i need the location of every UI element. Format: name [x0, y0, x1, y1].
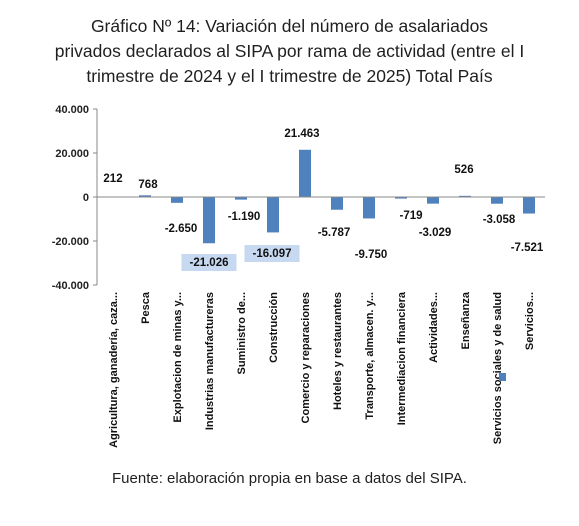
y-tick-label: -40.000 — [52, 280, 89, 292]
x-category-label: Hoteles y restaurantes — [332, 292, 344, 410]
x-category-label: Actividades... — [428, 292, 440, 363]
data-label: -5.787 — [318, 227, 351, 239]
chart-title: Gráfico Nº 14: Variación del número de a… — [0, 14, 579, 89]
data-label: -9.750 — [355, 249, 388, 261]
x-category-label: Enseñanza — [460, 291, 472, 349]
x-category-label: Servicios sociales y de salud — [492, 292, 504, 444]
data-label: -1.190 — [228, 211, 261, 223]
y-tick-label: 20.000 — [55, 148, 89, 160]
data-label: 212 — [103, 173, 122, 185]
data-label-highlight — [181, 254, 237, 271]
x-category-label: Pesca — [140, 291, 152, 324]
data-label: -3.029 — [419, 227, 452, 239]
y-tick-label: -20.000 — [52, 236, 89, 248]
chart-source: Fuente: elaboración propia en base a dat… — [112, 470, 467, 487]
data-label: 768 — [138, 179, 158, 191]
x-category-label: Suministro de... — [236, 292, 248, 375]
bar — [395, 197, 407, 199]
data-label: -3.058 — [483, 214, 516, 226]
bar — [235, 197, 247, 200]
data-label: -2.650 — [165, 223, 198, 235]
bar — [427, 197, 439, 204]
data-label: -719 — [399, 210, 422, 222]
chart-title-line-1: Gráfico Nº 14: Variación del número de a… — [90, 16, 489, 36]
bar — [491, 197, 503, 204]
x-category-label: Agricultura, ganadería, caza... — [108, 292, 120, 448]
bar-chart: -40.000 -20.000 0 20.000 40.000 212 768 -2.650 -… — [52, 104, 545, 448]
chart-title-line-2: privados declarados al SIPA por rama de … — [54, 41, 525, 61]
data-label-highlight — [244, 245, 300, 262]
bar — [299, 149, 311, 197]
x-category-label: Intermediacion financiera — [396, 291, 408, 425]
bar — [267, 197, 279, 233]
x-category-label: Transporte, almacen. y... — [364, 292, 376, 420]
data-label: -16.097 — [252, 248, 291, 260]
x-category-label: Explotacion de minas y... — [172, 292, 184, 423]
y-tick-label: 0 — [83, 192, 89, 204]
bar — [203, 197, 215, 244]
data-label: -7.521 — [511, 242, 544, 254]
legend-swatch-marker — [499, 373, 506, 381]
bar — [139, 195, 151, 197]
data-label: -21.026 — [189, 257, 228, 269]
x-category-label: Industrias manufactureras — [204, 292, 216, 430]
y-tick-label: 40.000 — [55, 104, 89, 116]
data-label: 21.463 — [284, 128, 319, 140]
bar — [363, 197, 375, 219]
bar — [171, 197, 183, 203]
bar — [523, 197, 535, 214]
x-category-label: Comercio y reparaciones — [300, 292, 312, 423]
x-category-label: Servicios... — [524, 292, 536, 350]
bar — [331, 197, 343, 210]
bar — [459, 195, 471, 197]
x-category-label: Construcción — [268, 292, 280, 363]
data-label: 526 — [454, 164, 473, 176]
chart-title-line-3: trimestre de 2024 y el I trimestre de 20… — [86, 66, 493, 86]
